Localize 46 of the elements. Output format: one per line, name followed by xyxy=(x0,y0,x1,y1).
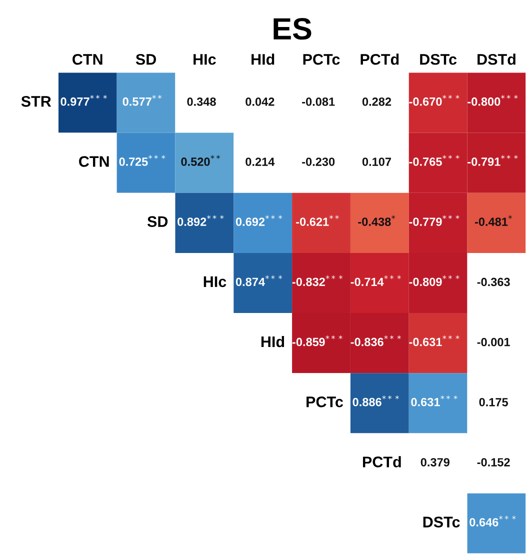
data-label: 0.692$^{***}$ xyxy=(236,215,282,226)
data-label: -0.832$^{***}$ xyxy=(292,275,343,286)
data-label: -0.714$^{***}$ xyxy=(350,275,401,286)
data-label: 0.107 xyxy=(362,158,391,166)
data-label: -0.621$^{**}$ xyxy=(296,215,339,226)
data-label: -0.859$^{***}$ xyxy=(292,335,342,346)
data-label: 0.646$^{***}$ xyxy=(470,516,516,526)
data-label: 0.874$^{***}$ xyxy=(236,275,282,286)
data-label: -0.809$^{***}$ xyxy=(409,275,460,286)
data-label: 0.577$^{**}$ xyxy=(122,95,162,106)
chart-title: ES xyxy=(274,18,312,40)
x-tick-label: CTN xyxy=(72,54,102,65)
data-label: -0.081 xyxy=(302,98,335,106)
data-label: -0.670$^{***}$ xyxy=(409,95,460,106)
x-tick-label: DSTd xyxy=(478,54,516,65)
x-tick-label: HId xyxy=(252,54,274,65)
data-label: -0.438$^{*}$ xyxy=(358,215,396,226)
data-label: 0.214 xyxy=(246,158,275,166)
data-label: 0.892$^{***}$ xyxy=(178,215,224,226)
data-label: -0.481$^{*}$ xyxy=(474,215,512,226)
data-label: -0.152 xyxy=(477,458,510,466)
data-label: -0.363 xyxy=(477,278,510,286)
x-tick-label: PCTc xyxy=(303,54,340,65)
x-tick-label: HIc xyxy=(194,54,216,65)
data-label: 0.520$^{**}$ xyxy=(181,155,220,166)
data-label: 0.631$^{***}$ xyxy=(411,395,458,406)
data-label: 0.175 xyxy=(479,398,508,406)
data-label: -0.779$^{***}$ xyxy=(409,215,460,226)
data-label: 0.348 xyxy=(187,98,216,106)
data-label: -0.765$^{***}$ xyxy=(409,155,460,166)
x-tick-label: PCTd xyxy=(360,54,399,65)
data-label: -0.230 xyxy=(302,158,335,166)
y-tick-label: STR xyxy=(21,96,52,107)
data-label: 0.379 xyxy=(420,458,450,466)
data-label: 0.042 xyxy=(246,98,274,106)
data-label: 0.977$^{***}$ xyxy=(60,95,107,106)
data-label: 0.282 xyxy=(362,98,392,106)
data-label: -0.791$^{***}$ xyxy=(468,155,518,166)
data-label: -0.631$^{***}$ xyxy=(409,335,460,346)
data-label: 0.725$^{***}$ xyxy=(119,155,166,166)
x-tick-label: DSTc xyxy=(420,54,457,65)
x-tick-label: SD xyxy=(136,54,156,65)
data-label: 0.886$^{***}$ xyxy=(352,395,399,406)
data-label: -0.001 xyxy=(477,338,510,346)
data-label: -0.800$^{***}$ xyxy=(468,95,518,106)
data-label: -0.836$^{***}$ xyxy=(350,335,401,346)
